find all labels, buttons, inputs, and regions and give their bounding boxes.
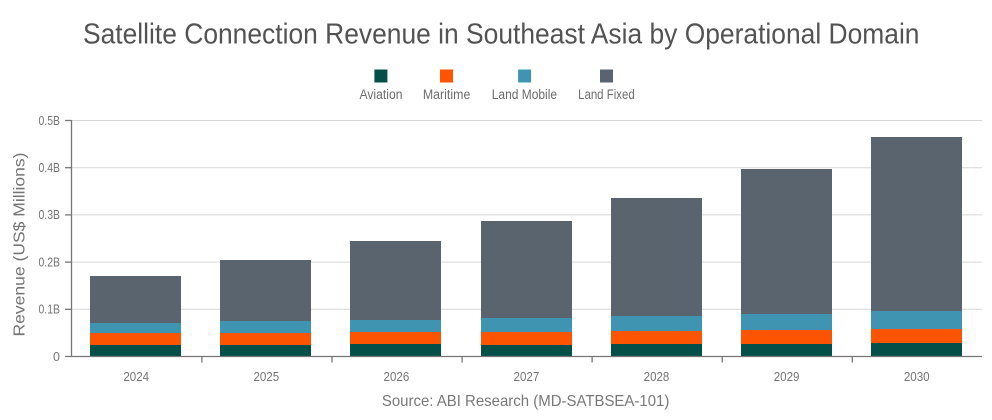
svg-text:Revenue (US$ Millions): Revenue (US$ Millions) <box>12 153 29 337</box>
svg-text:2026: 2026 <box>384 369 410 384</box>
svg-text:0: 0 <box>53 350 60 364</box>
svg-text:2027: 2027 <box>514 369 540 384</box>
svg-text:Land Mobile: Land Mobile <box>492 87 557 102</box>
svg-text:Source: ABI Research (MD-SATBS: Source: ABI Research (MD-SATBSEA-101) <box>382 393 670 410</box>
svg-text:2030: 2030 <box>904 369 930 384</box>
svg-text:0.3B: 0.3B <box>39 208 61 222</box>
svg-text:2025: 2025 <box>253 369 279 384</box>
svg-text:0.4B: 0.4B <box>39 161 61 175</box>
svg-text:2028: 2028 <box>644 369 670 384</box>
svg-text:Maritime: Maritime <box>423 87 471 102</box>
svg-text:Satellite Connection Revenue i: Satellite Connection Revenue in Southeas… <box>83 19 920 51</box>
svg-text:2029: 2029 <box>774 369 800 384</box>
svg-text:0.5B: 0.5B <box>39 114 61 128</box>
svg-text:Land Fixed: Land Fixed <box>578 87 635 102</box>
svg-text:0.1B: 0.1B <box>39 303 61 317</box>
svg-text:0.2B: 0.2B <box>39 255 61 269</box>
svg-text:2024: 2024 <box>123 369 149 384</box>
svg-text:Aviation: Aviation <box>359 87 402 102</box>
